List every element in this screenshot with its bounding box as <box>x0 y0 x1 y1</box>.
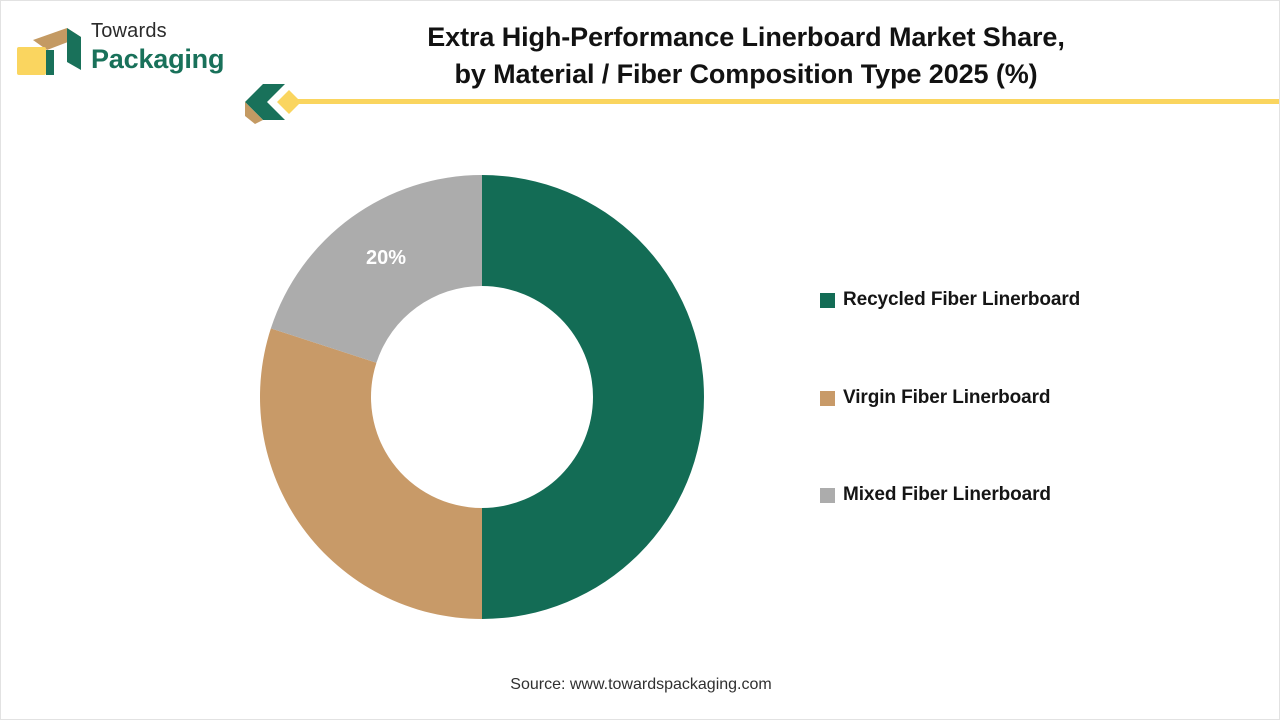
slice-label-mixed-fiber-linerboard: 20% <box>366 247 407 269</box>
legend-item-mixed-fiber-linerboard[interactable]: Mixed Fiber Linerboard <box>820 484 1051 506</box>
slice-label-virgin-fiber-linerboard: 30% <box>330 657 371 679</box>
legend-swatch-icon <box>820 390 835 406</box>
chart-title-line-1: Extra High-Performance Linerboard Market… <box>427 22 1065 52</box>
legend-swatch-icon <box>820 292 835 308</box>
header-rule <box>297 99 1279 104</box>
box-3d-icon <box>17 28 81 75</box>
chart-title: Extra High-Performance Linerboard Market… <box>281 19 1211 93</box>
brand-name-bottom: Packaging <box>91 44 225 74</box>
donut-slice[interactable] <box>482 175 704 619</box>
donut-chart: 50% 30% 20% <box>260 175 704 679</box>
donut-slice[interactable] <box>260 328 482 619</box>
legend-item-label: Recycled Fiber Linerboard <box>843 289 1081 310</box>
legend-item-label: Mixed Fiber Linerboard <box>843 484 1051 505</box>
donut-slice-group <box>260 175 704 619</box>
chevron-left-diamond-icon <box>245 84 301 124</box>
donut-slice[interactable] <box>270 175 482 363</box>
donut-chart-svg <box>260 175 704 619</box>
source-note: Source: www.towardspackaging.com <box>510 676 772 693</box>
legend-item-recycled-fiber-linerboard[interactable]: Recycled Fiber Linerboard <box>820 289 1080 311</box>
legend-item-virgin-fiber-linerboard[interactable]: Virgin Fiber Linerboard <box>820 387 1051 409</box>
brand-logo[interactable]: Towards Packaging <box>15 19 315 85</box>
chart-title-line-2: by Material / Fiber Composition Type 202… <box>454 59 1038 89</box>
header-decoration <box>241 83 1279 125</box>
legend-swatch-icon <box>820 487 835 503</box>
brand-wordmark: Towards Packaging <box>91 19 311 75</box>
brand-name-top: Towards <box>91 20 167 42</box>
legend-item-label: Virgin Fiber Linerboard <box>843 387 1051 408</box>
slice-label-recycled-fiber-linerboard: 50% <box>628 561 669 583</box>
